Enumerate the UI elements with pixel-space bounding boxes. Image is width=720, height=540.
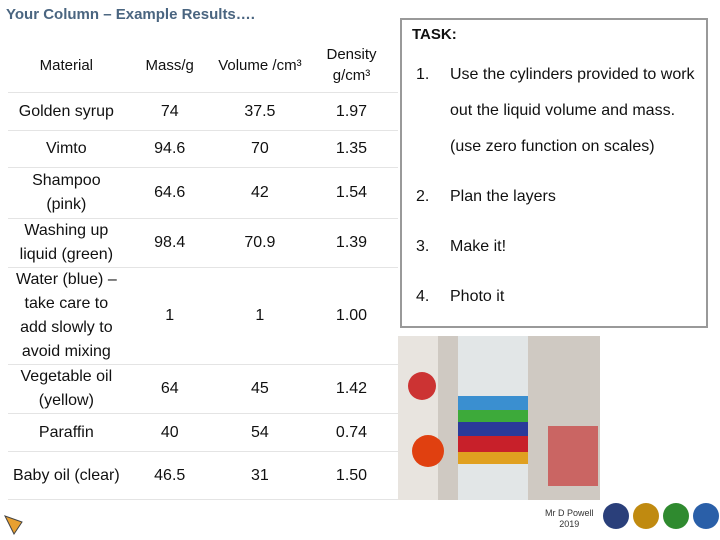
table-cell: 1.35 <box>305 130 398 168</box>
table-cell: 98.4 <box>124 218 215 268</box>
table-cell: Baby oil (clear) <box>8 451 125 500</box>
task-item: 3. Make it! <box>416 229 706 265</box>
footer: Mr D Powell 2019 <box>545 508 594 530</box>
item-number: 2. <box>416 188 430 205</box>
table-cell: 1.42 <box>305 364 398 414</box>
table-cell: Water (blue) – take care to add slowly t… <box>8 267 125 365</box>
item-text: Use the cylinders provided to work out t… <box>450 66 695 155</box>
table-cell: 1 <box>214 267 305 365</box>
layer <box>458 452 528 464</box>
task-box: TASK: 1. Use the cylinders provided to wo… <box>400 18 708 328</box>
table-cell: Shampoo (pink) <box>8 167 125 219</box>
column-header: Volume /cm³ <box>214 38 305 93</box>
icon-shape <box>3 515 23 535</box>
title: Your Column – Example Results…. <box>6 6 255 23</box>
table-cell: 94.6 <box>124 130 215 168</box>
pipette-bulb <box>412 435 444 467</box>
table-cell: 46.5 <box>124 451 215 500</box>
table-cell: 40 <box>124 413 215 452</box>
table-cell: 1.97 <box>305 92 398 131</box>
table-cell: Golden syrup <box>8 92 125 131</box>
logo <box>663 503 689 529</box>
column-header: Density g/cm³ <box>305 38 398 93</box>
task-item: 2. Plan the layers <box>416 179 706 215</box>
table-cell: 1 <box>124 267 215 365</box>
table-cell: 54 <box>214 413 305 452</box>
logo <box>603 503 629 529</box>
table-row: Baby oil (clear) 46.5 31 1.50 <box>8 451 398 500</box>
task-item: 4. Photo it <box>416 279 706 315</box>
table-cell: Vegetable oil (yellow) <box>8 364 125 414</box>
table-cell: 45 <box>214 364 305 414</box>
table-row: Water (blue) – take care to add slowly t… <box>8 267 398 365</box>
photo <box>398 336 600 500</box>
item-text: Plan the layers <box>450 188 556 205</box>
table-cell: Vimto <box>8 130 125 168</box>
table-cell: 70.9 <box>214 218 305 268</box>
table-row: Vimto 94.6 70 1.35 <box>8 130 398 168</box>
table-cell: 0.74 <box>305 413 398 452</box>
layer <box>458 410 528 422</box>
table-cell: 37.5 <box>214 92 305 131</box>
table-cell: 1.54 <box>305 167 398 219</box>
table-cell: Washing up liquid (green) <box>8 218 125 268</box>
table-cell: 42 <box>214 167 305 219</box>
table-row: Shampoo (pink) 64.6 42 1.54 <box>8 167 398 219</box>
table-cell: 64 <box>124 364 215 414</box>
item-number: 1. <box>416 66 430 83</box>
author: Mr D Powell <box>545 508 594 518</box>
table-cell: 1.50 <box>305 451 398 500</box>
corner-icon <box>3 515 23 535</box>
table-cell: 1.00 <box>305 267 398 365</box>
item-text: Make it! <box>450 238 507 255</box>
task-heading: TASK: <box>412 26 457 43</box>
item-number: 3. <box>416 238 430 255</box>
table-row: Paraffin 40 54 0.74 <box>8 413 398 452</box>
task-item: 1. Use the cylinders provided to work out… <box>416 57 706 165</box>
layer <box>458 436 528 452</box>
table-cell: 31 <box>214 451 305 500</box>
table-row: Golden syrup 74 37.5 1.97 <box>8 92 398 131</box>
table-cell: 64.6 <box>124 167 215 219</box>
bottle <box>398 336 438 500</box>
logos <box>603 503 719 529</box>
table-cell: Paraffin <box>8 413 125 452</box>
table-cell: 70 <box>214 130 305 168</box>
item-number: 4. <box>416 288 430 305</box>
table-row: Washing up liquid (green) 98.4 70.9 1.39 <box>8 218 398 268</box>
layer <box>458 422 528 436</box>
bottle-label <box>408 372 436 400</box>
logo <box>633 503 659 529</box>
glass <box>548 426 598 486</box>
layer <box>458 396 528 410</box>
column-header: Material <box>8 38 125 93</box>
table-row: Vegetable oil (yellow) 64 45 1.42 <box>8 364 398 414</box>
table-cell: 74 <box>124 92 215 131</box>
table-cell: 1.39 <box>305 218 398 268</box>
logo <box>693 503 719 529</box>
column-header: Mass/g <box>124 38 215 93</box>
item-text: Photo it <box>450 288 505 305</box>
results-table: Material Mass/g Volume /cm³ Density g/cm³ Go… <box>8 38 398 500</box>
header-row: Material Mass/g Volume /cm³ Density g/cm³ <box>8 38 398 93</box>
year: 2019 <box>559 519 580 529</box>
